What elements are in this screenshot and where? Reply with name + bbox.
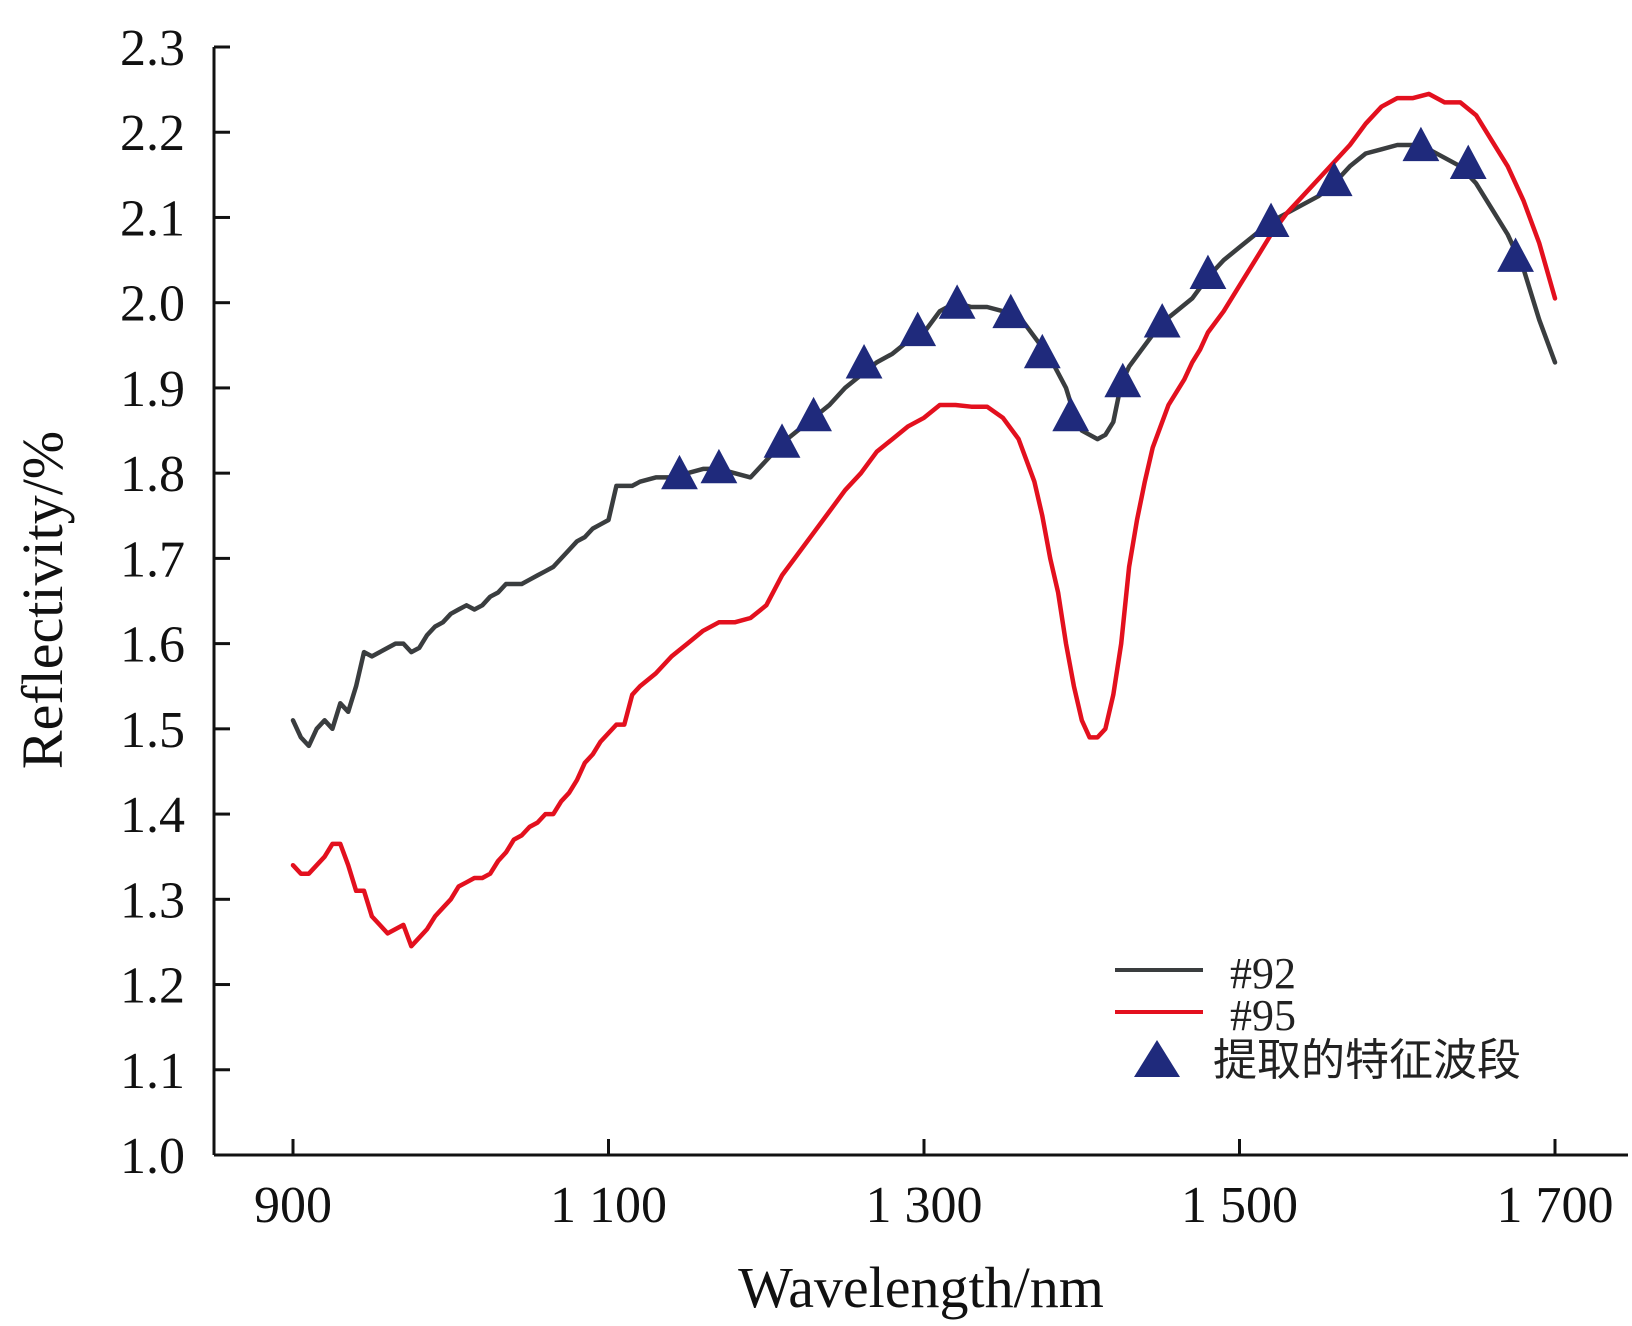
feature-marker-15 — [1315, 161, 1353, 197]
x-tick-label: 1 300 — [866, 1177, 983, 1234]
series-line-2 — [290, 91, 1558, 949]
y-tick-label: 1.5 — [120, 702, 185, 759]
marker-layer — [661, 126, 1534, 490]
x-tick-label: 1 100 — [550, 1177, 667, 1234]
legend-label-95: #95 — [1230, 991, 1296, 1040]
series-line-1 — [290, 142, 1558, 749]
feature-marker-13 — [1189, 254, 1227, 289]
feature-marker-17 — [1449, 144, 1487, 180]
x-axis-title: Wavelength/nm — [738, 1255, 1104, 1320]
feature-marker-1 — [661, 454, 698, 490]
y-tick-label: 1.8 — [120, 446, 185, 503]
axes-layer — [212, 47, 1628, 1157]
y-tick-label: 1.7 — [120, 531, 185, 588]
y-tick-label: 1.0 — [120, 1128, 185, 1185]
feature-marker-9 — [1023, 333, 1061, 369]
feature-marker-5 — [845, 344, 883, 379]
feature-marker-11 — [1104, 362, 1142, 398]
legend-label-92: #92 — [1230, 949, 1296, 998]
legend-marker-triangle — [1134, 1040, 1180, 1077]
y-tick-label: 1.1 — [120, 1043, 185, 1100]
feature-marker-8 — [992, 293, 1030, 329]
series-layer — [290, 91, 1558, 949]
y-tick-label: 2.1 — [120, 190, 185, 247]
y-tick-label: 1.3 — [120, 872, 185, 929]
y-tick-label: 1.9 — [120, 361, 185, 418]
feature-marker-3 — [763, 423, 801, 458]
x-tick-label: 1 700 — [1497, 1177, 1614, 1234]
y-axis-title: Reflectivity/% — [10, 431, 75, 769]
y-tick-label: 1.4 — [120, 787, 185, 844]
feature-marker-14 — [1252, 202, 1290, 237]
ticks-layer: 900 1 100 1 300 1 500 1 700 1.0 1.1 1.2 1.3 1.4 1.… — [120, 20, 1614, 1234]
feature-marker-4 — [795, 396, 832, 432]
feature-marker-10 — [1052, 396, 1090, 432]
y-tick-label: 2.2 — [120, 105, 185, 162]
y-tick-label: 1.6 — [120, 617, 185, 674]
legend-label-markers: 提取的特征波段 — [1213, 1036, 1521, 1085]
legend: #92 #95 提取的特征波段 — [1115, 949, 1521, 1085]
feature-marker-12 — [1143, 303, 1181, 338]
y-tick-label: 1.2 — [120, 958, 185, 1015]
feature-marker-7 — [938, 284, 976, 319]
y-tick-label: 2.0 — [120, 276, 185, 333]
feature-marker-18 — [1497, 237, 1534, 272]
y-tick-label: 2.3 — [120, 20, 185, 77]
feature-marker-2 — [700, 448, 738, 484]
feature-marker-6 — [899, 311, 937, 347]
feature-marker-16 — [1402, 126, 1440, 162]
x-tick-label: 1 500 — [1181, 1177, 1298, 1234]
x-tick-label: 900 — [254, 1177, 332, 1234]
